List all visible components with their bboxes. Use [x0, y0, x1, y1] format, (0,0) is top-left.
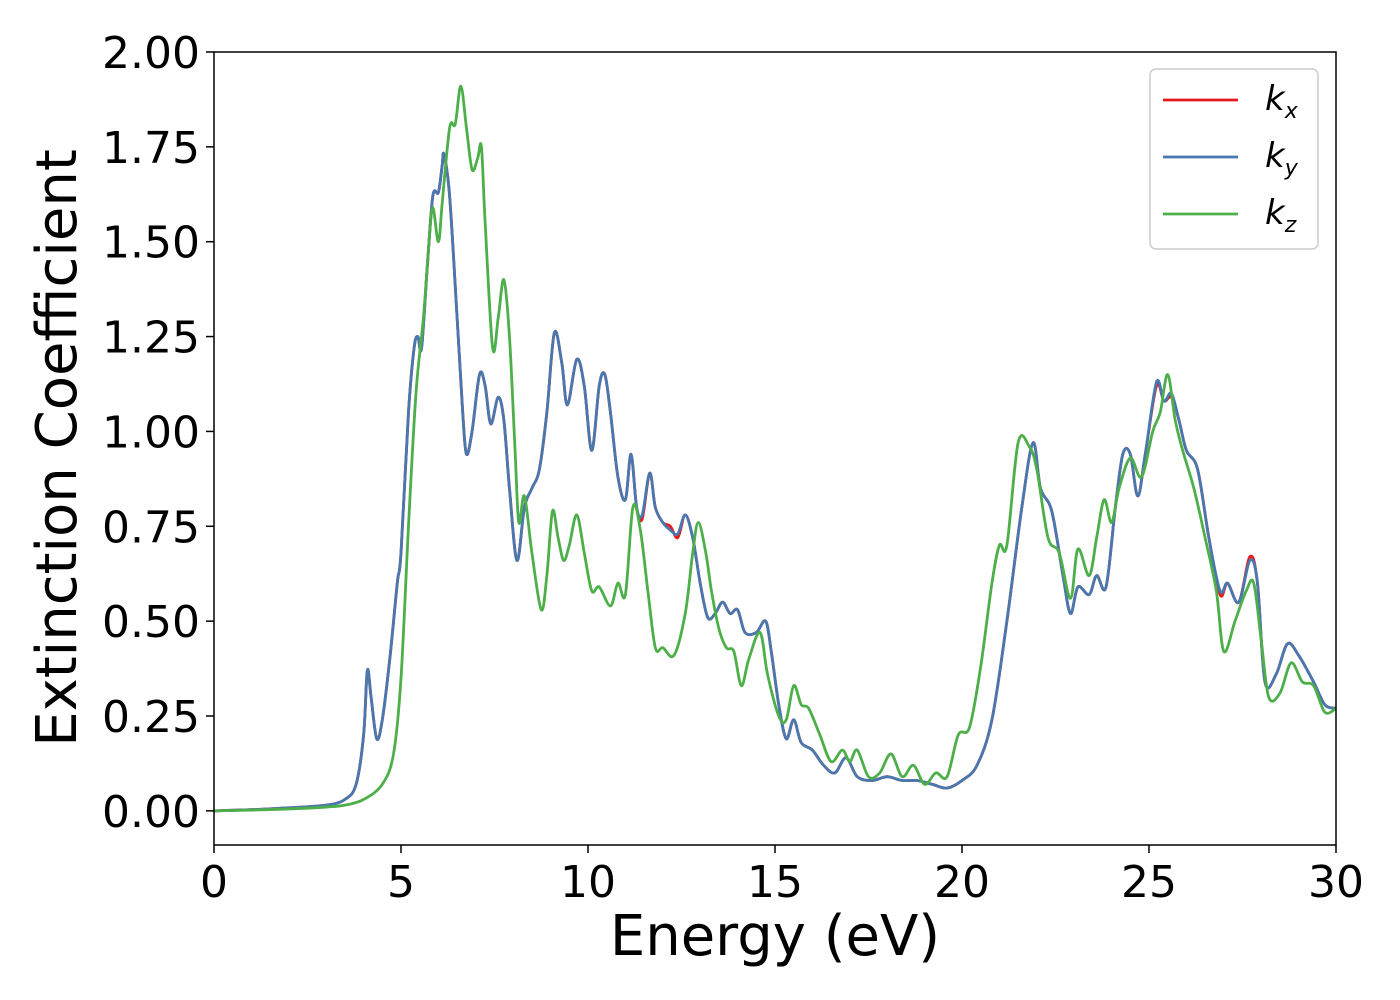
legend-label-y: ky	[1265, 136, 1299, 181]
y-tick-label: 0.50	[102, 597, 200, 648]
x-tick-label: 15	[747, 857, 803, 908]
y-tick-label: 1.25	[102, 313, 200, 364]
x-axis-title: Energy (eV)	[610, 904, 940, 969]
y-tick-label: 0.75	[102, 502, 200, 553]
y-tick-label: 0.25	[102, 692, 200, 743]
y-tick-label: 0.00	[102, 787, 200, 838]
series-line-z	[214, 84, 1336, 813]
x-tick-label: 0	[200, 857, 228, 908]
x-tick-label: 5	[387, 857, 415, 908]
y-tick-label: 1.75	[102, 123, 200, 174]
y-tick-label: 2.00	[102, 28, 200, 79]
y-tick-label: 1.50	[102, 218, 200, 269]
x-axis: 0 5 10 15 20 25 30	[200, 845, 1364, 908]
legend: kx ky kz	[1149, 68, 1319, 250]
x-tick-label: 10	[560, 857, 616, 908]
y-axis-title: Extinction Coefficient	[25, 149, 90, 747]
x-tick-label: 30	[1308, 857, 1364, 908]
x-tick-label: 25	[1121, 857, 1177, 908]
series-line-y	[214, 151, 1336, 813]
x-tick-label: 20	[934, 857, 990, 908]
y-axis: 0.00 0.25 0.50 0.75 1.00 1.25 1.50 1.75 2.00	[102, 28, 214, 838]
series-layer	[214, 84, 1336, 813]
legend-label-z: kz	[1265, 193, 1297, 238]
legend-label-x: kx	[1265, 79, 1299, 124]
legend-box	[1149, 68, 1319, 250]
y-tick-label: 1.00	[102, 407, 200, 458]
